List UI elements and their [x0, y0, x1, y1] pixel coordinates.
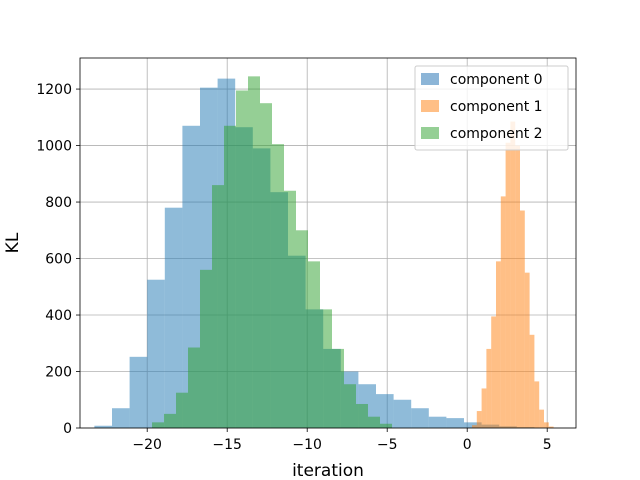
- bar-series-0: [393, 399, 412, 428]
- bar-series-2: [260, 103, 272, 428]
- bar-series-1: [529, 334, 535, 428]
- x-tick-label: −15: [212, 437, 242, 453]
- bar-series-1: [496, 261, 501, 428]
- bar-series-2: [368, 416, 380, 428]
- bar-series-1: [500, 196, 506, 428]
- bar-series-2: [308, 261, 320, 428]
- y-tick-label: 600: [45, 252, 72, 268]
- y-tick-label: 1200: [36, 82, 72, 98]
- bar-series-1: [481, 388, 487, 428]
- legend-label-0: component 0: [450, 72, 543, 88]
- bar-series-2: [212, 185, 224, 428]
- plot-frame: [79, 57, 577, 429]
- bar-series-2: [164, 413, 176, 428]
- x-tick-label: −10: [292, 437, 322, 453]
- bar-series-1: [524, 272, 530, 428]
- bar-series-2: [284, 190, 296, 428]
- bar-series-0: [147, 279, 165, 428]
- legend-swatch-1: [421, 100, 439, 112]
- bar-series-1: [534, 381, 540, 428]
- bar-series-1: [510, 121, 516, 428]
- x-tick-label: −20: [132, 437, 162, 453]
- bar-series-2: [356, 403, 368, 428]
- bar-series-0: [411, 408, 429, 428]
- y-tick-label: 400: [45, 308, 72, 324]
- legend-label-2: component 2: [450, 126, 543, 142]
- y-tick-label: 1000: [36, 139, 72, 155]
- bar-series-2: [272, 144, 284, 429]
- legend: component 0 component 1 component 2: [414, 65, 569, 151]
- y-tick-label: 0: [63, 421, 72, 437]
- bar-series-2: [248, 76, 260, 429]
- y-tick-label: 800: [45, 195, 72, 211]
- bar-series-0: [376, 394, 394, 428]
- x-tick-label: −5: [377, 437, 398, 453]
- bar-series-2: [296, 230, 308, 428]
- x-tick-label: 5: [543, 437, 552, 453]
- bar-series-0: [129, 356, 148, 428]
- bar-series-0: [112, 408, 130, 428]
- bar-series-0: [94, 425, 112, 428]
- bar-series-2: [152, 422, 164, 428]
- x-axis-title: iteration: [292, 461, 364, 480]
- bar-series-1: [544, 422, 549, 428]
- bar-series-1: [491, 316, 496, 428]
- legend-swatch-0: [421, 73, 439, 85]
- bar-series-0: [164, 207, 183, 428]
- bar-series-2: [332, 348, 344, 428]
- bar-series-1: [520, 210, 525, 428]
- bar-series-0: [446, 418, 464, 428]
- bar-series-2: [200, 269, 212, 428]
- bar-series-2: [176, 392, 188, 428]
- bar-series-1: [476, 411, 482, 428]
- bar-series-2: [236, 90, 248, 428]
- axis-ticks: −20 −15 −10 −5 0 5 0 200 400 600 800 1000 1200: [36, 82, 551, 453]
- legend-swatch-2: [421, 127, 439, 139]
- bar-series-2: [344, 384, 356, 428]
- bar-series-1: [539, 409, 544, 428]
- bar-series-1: [486, 348, 492, 428]
- y-axis-title: KL: [3, 232, 23, 253]
- bar-series-2: [188, 347, 200, 428]
- bar-series-1: [548, 426, 554, 428]
- bar-series-1: [472, 425, 477, 428]
- bar-series-1: [505, 142, 511, 428]
- bar-series-0: [428, 416, 447, 428]
- x-tick-label: 0: [463, 437, 472, 453]
- bar-series-2: [320, 309, 332, 428]
- histogram-bars: [94, 76, 554, 429]
- legend-box: [414, 65, 569, 151]
- legend-label-1: component 1: [450, 99, 543, 115]
- bar-series-2: [224, 125, 236, 429]
- bar-series-1: [515, 145, 520, 428]
- y-tick-label: 200: [45, 365, 72, 381]
- bar-series-2: [380, 423, 392, 428]
